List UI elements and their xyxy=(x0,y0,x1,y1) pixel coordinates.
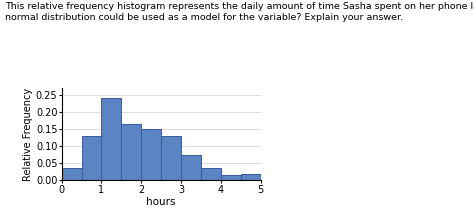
Bar xyxy=(181,155,201,180)
Bar xyxy=(221,175,241,180)
Text: This relative frequency histogram represents the daily amount of time Sasha spen: This relative frequency histogram repres… xyxy=(5,2,474,22)
X-axis label: hours: hours xyxy=(146,197,176,207)
Bar xyxy=(161,136,181,180)
Bar xyxy=(201,169,221,180)
Bar xyxy=(82,136,101,180)
Bar xyxy=(141,129,161,180)
Bar xyxy=(101,98,121,180)
Bar xyxy=(121,124,141,180)
Y-axis label: Relative Frequency: Relative Frequency xyxy=(23,88,33,181)
Bar xyxy=(62,169,82,180)
Bar xyxy=(241,174,261,180)
